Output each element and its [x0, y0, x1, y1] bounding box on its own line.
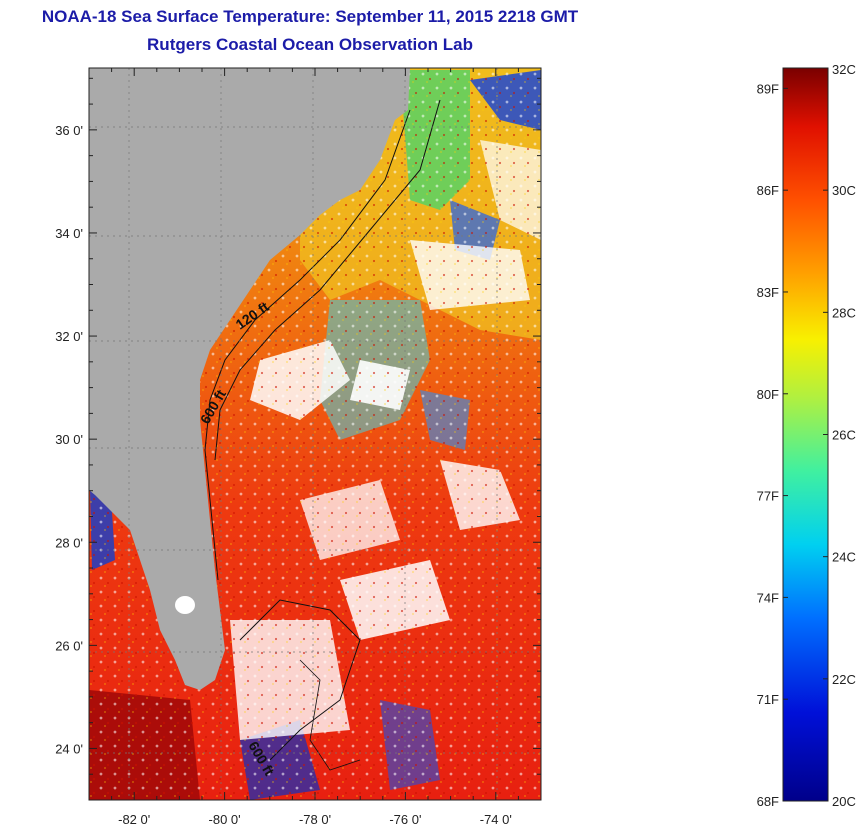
axis-ticks	[89, 68, 541, 800]
graticule	[89, 68, 541, 800]
colorbar-celsius-label: 22C	[832, 672, 856, 687]
lon-tick-label: -82 0'	[118, 812, 150, 827]
colorbar	[782, 67, 829, 802]
latitude-labels: 24 0' 26 0' 28 0' 30 0' 32 0' 34 0' 36 0'	[55, 123, 83, 757]
colorbar-fahrenheit-label: 74F	[757, 590, 779, 605]
lat-tick-label: 36 0'	[55, 123, 83, 138]
longitude-labels: -82 0' -80 0' -78 0' -76 0' -74 0'	[118, 812, 512, 827]
colorbar-fahrenheit-label: 89F	[757, 81, 779, 96]
lat-tick-label: 26 0'	[55, 638, 83, 653]
colorbar-celsius-label: 32C	[832, 62, 856, 77]
colorbar-fahrenheit-label: 83F	[757, 285, 779, 300]
lon-tick-label: -78 0'	[299, 812, 331, 827]
lat-tick-label: 30 0'	[55, 432, 83, 447]
lat-tick-label: 34 0'	[55, 226, 83, 241]
lat-tick-label: 24 0'	[55, 741, 83, 756]
colorbar-celsius-label: 30C	[832, 183, 856, 198]
colorbar-celsius-label: 28C	[832, 305, 856, 320]
lat-tick-label: 32 0'	[55, 329, 83, 344]
colorbar-fahrenheit-label: 77F	[757, 489, 779, 504]
land-area	[89, 68, 410, 690]
lon-tick-label: -74 0'	[480, 812, 512, 827]
map-title: NOAA-18 Sea Surface Temperature: Septemb…	[41, 7, 579, 26]
lon-tick-label: -76 0'	[389, 812, 421, 827]
map-subtitle: Rutgers Coastal Ocean Observation Lab	[147, 35, 473, 54]
colorbar-celsius-label: 26C	[832, 428, 856, 443]
colorbar-fahrenheit-label: 68F	[757, 794, 779, 809]
colorbar-fahrenheit-label: 86F	[757, 183, 779, 198]
lon-tick-label: -80 0'	[209, 812, 241, 827]
colorbar-fahrenheit-label: 71F	[757, 692, 779, 707]
lat-tick-label: 28 0'	[55, 535, 83, 550]
colorbar-labels: 32C 30C 28C 26C 24C 22C 20C 89F 86F 83F 80F 77F 74F 7…	[757, 62, 856, 809]
colorbar-fahrenheit-label: 80F	[757, 387, 779, 402]
colorbar-celsius-label: 20C	[832, 794, 856, 809]
colorbar-celsius-label: 24C	[832, 550, 856, 565]
